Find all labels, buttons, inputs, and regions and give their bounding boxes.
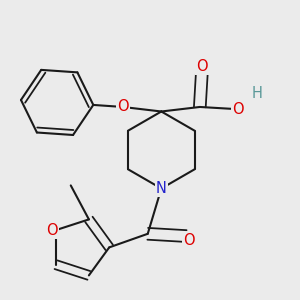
- Text: O: O: [196, 59, 208, 74]
- Text: O: O: [117, 100, 129, 115]
- Text: O: O: [232, 102, 244, 117]
- Text: H: H: [252, 86, 263, 101]
- Text: O: O: [46, 223, 58, 238]
- Text: N: N: [156, 181, 167, 196]
- Text: O: O: [183, 233, 194, 248]
